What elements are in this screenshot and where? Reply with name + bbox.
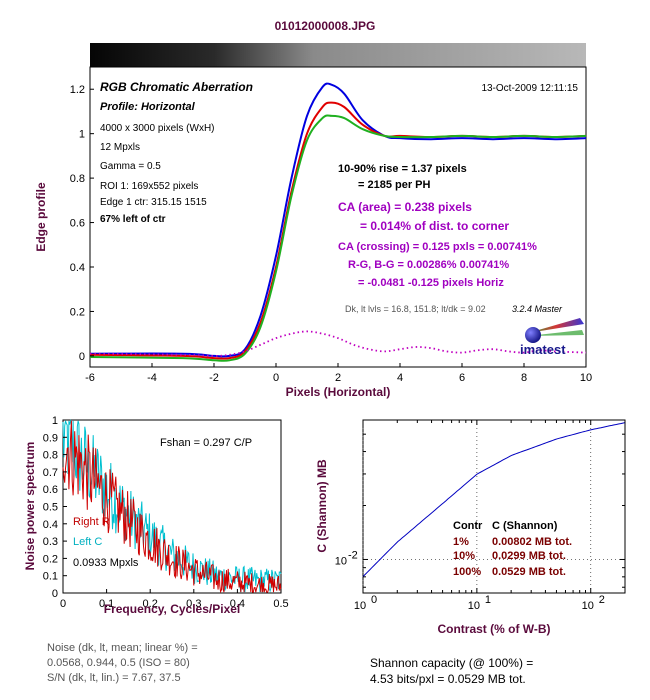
info-date: 13-Oct-2009 12:11:15: [481, 83, 578, 94]
y-tick-label: 0.4: [70, 262, 85, 274]
noise-stat: 0.0568, 0.944, 0.5 (ISO = 80): [47, 657, 190, 669]
y-tick-label: 0.5: [43, 502, 58, 514]
y-tick-label: 1: [79, 129, 85, 141]
x-tick-exponent: 0: [371, 594, 377, 606]
x-tick-exponent: 1: [485, 594, 491, 606]
y-tick-label: 0.8: [43, 450, 58, 462]
noise-x-label: Frequency, Cycles/Pixel: [104, 602, 241, 616]
ca-rg-bg: R-G, B-G = 0.00286% 0.00741%: [348, 259, 509, 271]
info-heading: RGB Chromatic Aberration: [100, 80, 253, 94]
x-tick-label: -6: [85, 372, 95, 384]
table-contr: 10%: [453, 550, 475, 562]
y-tick-label: 0.6: [43, 484, 58, 496]
shannon-x-label: Contrast (% of W-B): [437, 622, 550, 636]
x-tick-label: 2: [335, 372, 341, 384]
y-tick-label: 1.2: [70, 84, 85, 96]
y-tick-label: 0.2: [70, 306, 85, 318]
x-tick-label: 10: [580, 372, 592, 384]
x-tick-label: 6: [459, 372, 465, 384]
y-tick-label: 0.3: [43, 536, 58, 548]
x-tick-label: 10: [354, 600, 366, 612]
rise-value: 10-90% rise = 1.37 pixels: [338, 163, 467, 175]
table-header-shannon: C (Shannon): [492, 520, 558, 532]
shannon-y-label: C (Shannon) MB: [315, 459, 329, 553]
y-tick-label: 1: [52, 415, 58, 427]
x-tick-label: 0.4: [230, 598, 245, 610]
x-tick-label: 0.2: [143, 598, 158, 610]
info-line: Edge 1 ctr: 315.15 1515: [100, 197, 207, 208]
y-tick-label: 0: [79, 351, 85, 363]
imatest-logo: imatest: [520, 318, 584, 357]
y-tick-label: 0.2: [43, 553, 58, 565]
shannon-axes: [362, 419, 626, 594]
y-tick-exponent: -2: [348, 549, 358, 561]
logo-text: imatest: [520, 342, 566, 357]
legend-left-c: Left C: [73, 536, 102, 548]
table-contr: 1%: [453, 536, 469, 548]
noise-stat: Noise (dk, lt, mean; linear %) =: [47, 642, 198, 654]
x-tick-label: 10: [582, 600, 594, 612]
x-tick-label: 0.5: [273, 598, 288, 610]
y-tick-label: 0.1: [43, 571, 58, 583]
ca-pixels-horiz: = -0.0481 -0.125 pixels Horiz: [358, 277, 504, 289]
y-tick-label: 0.6: [70, 218, 85, 230]
x-tick-exponent: 2: [599, 594, 605, 606]
y-tick-label: 0: [52, 588, 58, 600]
x-tick-label: 4: [397, 372, 403, 384]
ca-distance: = 0.014% of dist. to corner: [360, 219, 509, 233]
x-tick-label: -2: [209, 372, 219, 384]
ca-crossing: CA (crossing) = 0.125 pxls = 0.00741%: [338, 241, 537, 253]
chart-title: 01012000008.JPG: [275, 19, 376, 33]
mpxls-text: 0.0933 Mpxls: [73, 557, 139, 569]
info-profile: Profile: Horizontal: [100, 101, 196, 113]
noise-spectrum-line: [62, 420, 282, 594]
levels-text: Dk, lt lvls = 16.8, 151.8; lt/dk = 9.02: [345, 304, 486, 314]
info-line: Gamma = 0.5: [100, 161, 161, 172]
edge-profile-line: [89, 114, 587, 362]
x-tick-label: 0.1: [99, 598, 114, 610]
x-tick-label: 8: [521, 372, 527, 384]
y-tick-label: 0.4: [43, 519, 58, 531]
version-text: 3.2.4 Master: [512, 304, 563, 314]
table-capacity: 0.0299 MB tot.: [492, 550, 566, 562]
table-contr: 100%: [453, 566, 481, 578]
shannon-capacity-line: [362, 422, 626, 577]
ca-area: CA (area) = 0.238 pixels: [338, 200, 472, 214]
y-axis-label: Edge profile: [34, 182, 48, 252]
info-line: ROI 1: 169x552 pixels: [100, 181, 198, 192]
x-axis-label: Pixels (Horizontal): [286, 385, 391, 399]
legend-right-r: Right R: [73, 516, 110, 528]
y-tick-label: 0.7: [43, 467, 58, 479]
x-tick-label: 0: [273, 372, 279, 384]
y-tick-label: 10: [335, 555, 347, 567]
fshan-text: Fshan = 0.297 C/P: [160, 437, 252, 449]
noise-stat: S/N (dk, lt, lin.) = 7.67, 37.5: [47, 672, 181, 684]
shannon-summary: Shannon capacity (@ 100%) =: [370, 656, 533, 670]
y-tick-label: 0.9: [43, 432, 58, 444]
info-line: 4000 x 3000 pixels (WxH): [100, 123, 215, 134]
table-header-contr: Contr: [453, 520, 483, 532]
noise-y-label: Noise power spectrum: [23, 442, 37, 571]
edge-gradient-strip: [90, 43, 586, 67]
y-tick-label: 0.8: [70, 173, 85, 185]
table-capacity: 0.00802 MB tot.: [492, 536, 572, 548]
rise-per-ph: = 2185 per PH: [358, 179, 431, 191]
x-tick-label: 0.3: [186, 598, 201, 610]
table-capacity: 0.0529 MB tot.: [492, 566, 566, 578]
info-position: 67% left of ctr: [100, 214, 166, 225]
shannon-summary: 4.53 bits/pxl = 0.0529 MB tot.: [370, 672, 526, 686]
x-tick-label: 10: [468, 600, 480, 612]
x-tick-label: -4: [147, 372, 157, 384]
x-tick-label: 0: [60, 598, 66, 610]
edge-profile-line: [89, 82, 587, 358]
info-line: 12 Mpxls: [100, 142, 140, 153]
